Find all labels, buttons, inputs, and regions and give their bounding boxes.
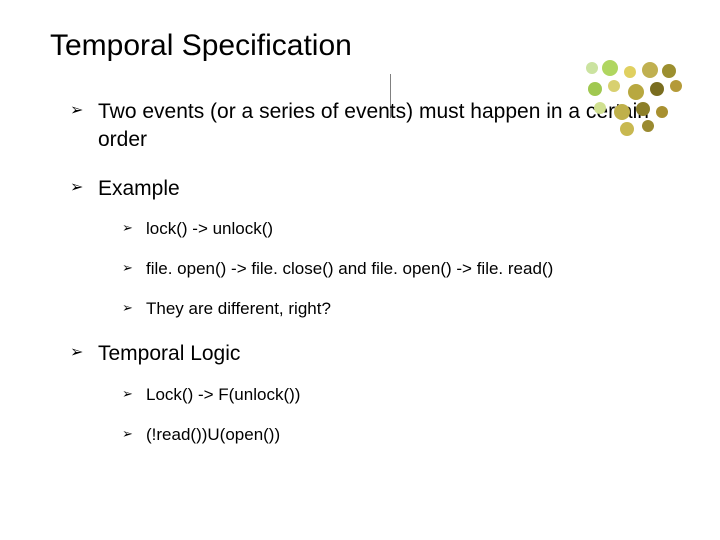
decoration-dot: [670, 80, 682, 92]
sub-bullet-text: Lock() -> F(unlock()): [146, 385, 300, 404]
bullet-item: Example lock() -> unlock() file. open() …: [70, 175, 676, 321]
decoration-dot: [636, 102, 650, 116]
bullet-text: Temporal Logic: [98, 342, 240, 365]
sub-bullet-text: file. open() -> file. close() and file. …: [146, 259, 553, 278]
decoration-dot: [614, 104, 630, 120]
sub-bullet-item: (!read())U(open()): [122, 423, 676, 447]
bullet-item: Temporal Logic Lock() -> F(unlock()) (!r…: [70, 340, 676, 446]
sub-bullet-item: lock() -> unlock(): [122, 217, 676, 241]
sub-bullet-text: They are different, right?: [146, 299, 331, 318]
bullet-text: Example: [98, 177, 180, 200]
bullet-list: Two events (or a series of events) must …: [70, 98, 676, 446]
decoration-dot: [594, 102, 606, 114]
slide-title: Temporal Specification: [50, 28, 676, 64]
bullet-text: Two events (or a series of events) must …: [98, 100, 649, 151]
decoration-dot: [642, 120, 654, 132]
decoration-dot: [624, 66, 636, 78]
decoration-dot: [650, 82, 664, 96]
decoration-dot: [628, 84, 644, 100]
decoration-dots: [580, 60, 690, 138]
slide: Temporal Specification Two events (or a …: [0, 0, 720, 540]
decoration-dot: [586, 62, 598, 74]
decoration-dot: [620, 122, 634, 136]
decoration-dot: [656, 106, 668, 118]
decoration-dot: [662, 64, 676, 78]
sub-bullet-item: Lock() -> F(unlock()): [122, 383, 676, 407]
decoration-dot: [588, 82, 602, 96]
sub-bullet-item: They are different, right?: [122, 297, 676, 321]
sub-bullet-text: (!read())U(open()): [146, 425, 280, 444]
sub-bullet-list: Lock() -> F(unlock()) (!read())U(open()): [122, 383, 676, 447]
sub-bullet-list: lock() -> unlock() file. open() -> file.…: [122, 217, 676, 320]
decoration-dot: [608, 80, 620, 92]
decoration-dot: [642, 62, 658, 78]
sub-bullet-text: lock() -> unlock(): [146, 219, 273, 238]
decoration-dot: [602, 60, 618, 76]
sub-bullet-item: file. open() -> file. close() and file. …: [122, 257, 676, 281]
